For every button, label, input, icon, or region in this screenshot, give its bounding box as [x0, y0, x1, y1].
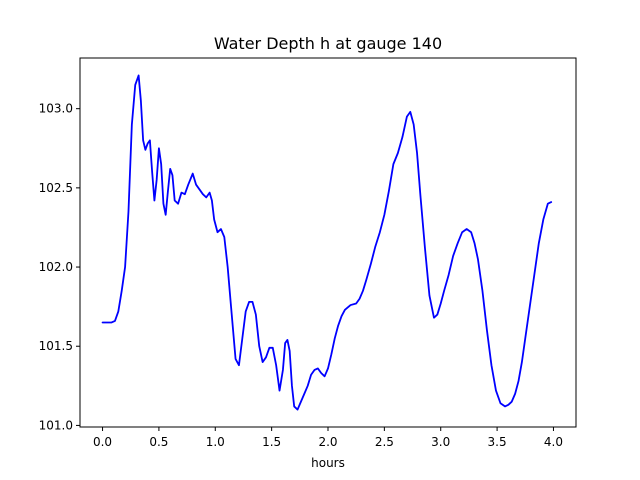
x-tick-label: 1.0: [206, 435, 225, 449]
series-line: [101, 74, 553, 411]
y-tick-label: 101.0: [39, 418, 73, 432]
axes-frame: [79, 57, 577, 428]
x-tick-label: 3.0: [431, 435, 450, 449]
y-tick-label: 102.0: [39, 260, 73, 274]
chart-title: Water Depth h at gauge 140: [214, 34, 442, 53]
x-tick-label: 4.0: [544, 435, 563, 449]
x-tick-label: 2.5: [375, 435, 394, 449]
y-tick-label: 102.5: [39, 181, 73, 195]
x-tick-label: 1.5: [262, 435, 281, 449]
x-tick-label: 0.0: [93, 435, 112, 449]
y-axis-ticks: 101.0 101.5 102.0 102.5 103.0: [39, 102, 80, 432]
plot-area: [101, 74, 553, 411]
y-tick-label: 101.5: [39, 339, 73, 353]
x-tick-label: 0.5: [149, 435, 168, 449]
x-tick-label: 2.0: [318, 435, 337, 449]
x-axis-label: hours: [311, 456, 345, 470]
x-axis-ticks: 0.0 0.5 1.0 1.5 2.0 2.5 3.0 3.5 4.0: [93, 427, 563, 449]
y-tick-label: 103.0: [39, 102, 73, 116]
x-tick-label: 3.5: [488, 435, 507, 449]
